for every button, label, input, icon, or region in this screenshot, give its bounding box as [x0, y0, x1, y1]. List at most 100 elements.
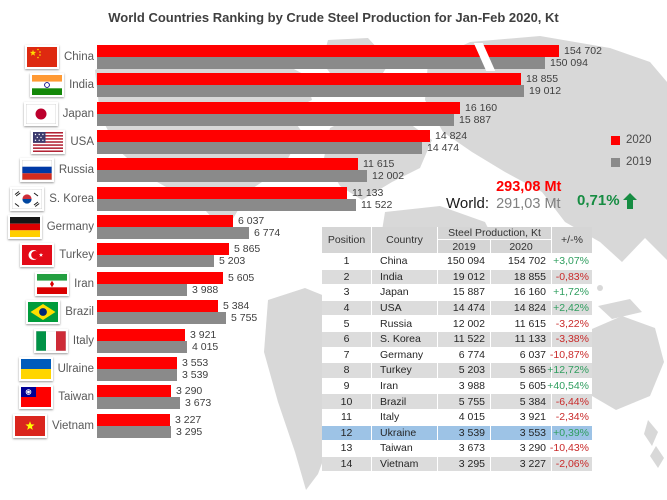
table-2019: 150 094 [438, 254, 490, 269]
legend-swatch-2019-icon [611, 157, 620, 167]
table-country: Japan [372, 285, 437, 300]
chart-row-us: USA 14 824 14 474 [0, 130, 667, 155]
chart-legend: 2020 2019 [611, 134, 652, 178]
flag-de-icon [7, 215, 42, 240]
country-label: Italy [72, 334, 94, 347]
bar-value-2019: 5 755 [231, 312, 258, 325]
table-2020: 11 133 [491, 331, 551, 347]
table-position: 7 [322, 347, 371, 363]
bar-value-2020: 3 227 [175, 413, 202, 426]
category-header: Germany [6, 215, 94, 240]
bar-2019 [97, 425, 171, 438]
category-header: Taiwan [6, 385, 94, 410]
bar-2019 [97, 283, 187, 296]
table-position: 1 [322, 254, 371, 269]
legend-label-2019: 2019 [626, 156, 652, 168]
chart-row-br: Brazil 5 384 5 755 [0, 300, 667, 325]
table-2019: 14 474 [438, 300, 490, 316]
table-position: 11 [322, 409, 371, 425]
country-label: Taiwan [58, 391, 94, 404]
bar-2019 [97, 368, 177, 381]
table-pct: -3,38% [552, 331, 592, 347]
flag-ir-icon [35, 271, 70, 296]
bar-2020 [97, 158, 358, 171]
table-country: Germany [372, 347, 437, 363]
world-change-block: 0,71% [577, 192, 637, 209]
bar-2020 [97, 215, 233, 228]
col-header-group: Steel Production, Kt [438, 227, 551, 239]
flag-vn-icon [13, 413, 48, 438]
bar-value-2019: 11 522 [361, 198, 393, 211]
flag-kr-icon [10, 186, 45, 211]
table-2020: 3 290 [491, 441, 551, 456]
table-position: 2 [322, 269, 371, 285]
category-header: China [6, 45, 94, 69]
country-label: Russia [58, 164, 94, 177]
category-header: India [6, 73, 94, 98]
table-2020: 3 227 [491, 456, 551, 472]
country-label: Germany [46, 221, 94, 234]
table-2019: 3 673 [438, 441, 490, 456]
world-change-percent: 0,71% [577, 192, 620, 209]
table-position: 12 [322, 425, 371, 441]
table-2020: 5 605 [491, 378, 551, 394]
bar-value-2019: 3 673 [185, 397, 212, 410]
table-2019: 5 203 [438, 363, 490, 378]
legend-label-2020: 2020 [626, 134, 652, 146]
world-total-2019: 291,03 Mt [496, 196, 561, 212]
chart-title: World Countries Ranking by Crude Steel P… [108, 10, 559, 25]
table-2019: 4 015 [438, 409, 490, 425]
bar-value-2019: 3 295 [176, 425, 203, 438]
col-header-pct: +/-% [552, 227, 592, 253]
table-pct: +0,39% [552, 425, 592, 441]
bar-2020 [97, 45, 559, 57]
chart-row-tr: Turkey 5 865 5 203 [0, 243, 667, 268]
bar-value-2020: 18 855 [526, 73, 559, 86]
bar-value-2020: 3 553 [182, 356, 209, 369]
table-2019: 11 522 [438, 331, 490, 347]
country-label: Japan [62, 107, 94, 120]
country-label: Turkey [59, 249, 94, 262]
bar-value-2020: 154 702 [564, 45, 602, 57]
flag-ua-icon [18, 356, 53, 381]
table-country: India [372, 269, 437, 285]
table-2020: 3 921 [491, 409, 551, 425]
bar-2020 [97, 300, 218, 313]
bar-value-2020: 5 384 [223, 300, 250, 313]
flag-in-icon [30, 73, 65, 98]
bar-value-2020: 14 824 [435, 130, 468, 143]
chart-row-ir: Iran 5 605 3 988 [0, 271, 667, 296]
bar-2019 [97, 113, 454, 126]
table-country: Iran [372, 378, 437, 394]
table-country: China [372, 254, 437, 269]
bar-2020 [97, 186, 347, 199]
table-country: Brazil [372, 394, 437, 409]
table-pct: +12,72% [547, 363, 592, 378]
table-pct: -10,87% [550, 347, 592, 363]
chart-row-de: Germany 6 037 6 774 [0, 215, 667, 240]
country-label: Vietnam [52, 419, 94, 432]
category-header: Russia [6, 158, 94, 183]
bar-value-2020: 6 037 [238, 215, 265, 228]
table-pct: -0,83% [552, 269, 592, 285]
table-country: Ukraine [372, 425, 437, 441]
category-header: Ulraine [6, 356, 94, 381]
bar-2019 [97, 255, 214, 268]
country-label: Ulraine [57, 362, 94, 375]
table-pct: -3,22% [552, 316, 592, 331]
table-pct: -2,34% [552, 409, 592, 425]
chart-row-jp: Japan 16 160 15 887 [0, 101, 667, 126]
bar-2019 [97, 397, 180, 410]
flag-br-icon [26, 300, 61, 325]
table-position: 3 [322, 285, 371, 300]
bar-2019 [97, 198, 356, 211]
col-header-country: Country [372, 227, 437, 253]
bar-value-2020: 5 605 [228, 271, 255, 284]
table-2019: 19 012 [438, 269, 490, 285]
bar-value-2019: 4 015 [192, 340, 219, 353]
chart-row-vn: Vietnam 3 227 3 295 [0, 413, 667, 438]
category-header: Japan [6, 101, 94, 126]
bar-2020 [97, 101, 460, 114]
ranking-table: Position Country Steel Production, Kt +/-% 2… [322, 227, 592, 472]
